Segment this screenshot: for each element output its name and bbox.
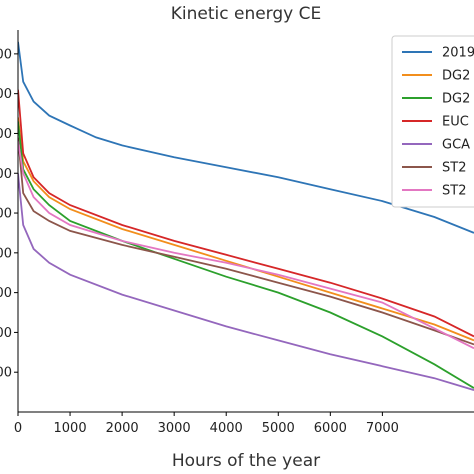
x-tick-label: 6000 — [314, 421, 347, 436]
x-tick-label: 0 — [14, 421, 22, 436]
y-tick-label: 00 — [0, 246, 12, 261]
y-tick-label: 00 — [0, 47, 12, 62]
y-tick-label: 00 — [0, 167, 12, 182]
chart-title: Kinetic energy CE — [171, 4, 322, 24]
x-tick-label: 1000 — [54, 421, 87, 436]
series-line-6 — [18, 141, 474, 350]
y-tick-label: 00 — [0, 326, 12, 341]
series-line-3 — [18, 89, 474, 338]
series-lines — [18, 41, 474, 391]
legend-label-6: ST2 — [442, 184, 466, 199]
x-tick-label: 4000 — [210, 421, 243, 436]
x-axis-label: Hours of the year — [172, 451, 320, 471]
x-tick-label: 7000 — [366, 421, 399, 436]
series-line-2 — [18, 121, 474, 389]
y-tick-label: 00 — [0, 127, 12, 142]
y-tick-label: 00 — [0, 286, 12, 301]
x-tick-label: 3000 — [158, 421, 191, 436]
legend: 2019 DG2 DG2 EUC GCA ST2 ST2 — [391, 35, 474, 208]
y-tick-label: 00 — [0, 87, 12, 102]
legend-label-1: DG2 — [442, 69, 470, 84]
x-tick-label: 2000 — [106, 421, 139, 436]
y-tick-label: 00 — [0, 207, 12, 222]
series-line-5 — [18, 137, 474, 346]
series-line-0 — [18, 41, 474, 234]
legend-label-4: GCA — [442, 138, 470, 153]
axes: 0 1000 2000 3000 4000 5000 6000 7000 00 00 00 00 00 0… — [0, 30, 474, 436]
series-line-4 — [18, 173, 474, 391]
legend-label-3: EUC — [442, 115, 469, 130]
x-tick-label: 5000 — [262, 421, 295, 436]
legend-label-0: 2019 — [442, 46, 474, 61]
legend-box — [391, 35, 474, 208]
legend-label-5: ST2 — [442, 161, 466, 176]
legend-label-2: DG2 — [442, 92, 470, 107]
series-line-1 — [18, 117, 474, 342]
y-tick-label: 00 — [0, 366, 12, 381]
